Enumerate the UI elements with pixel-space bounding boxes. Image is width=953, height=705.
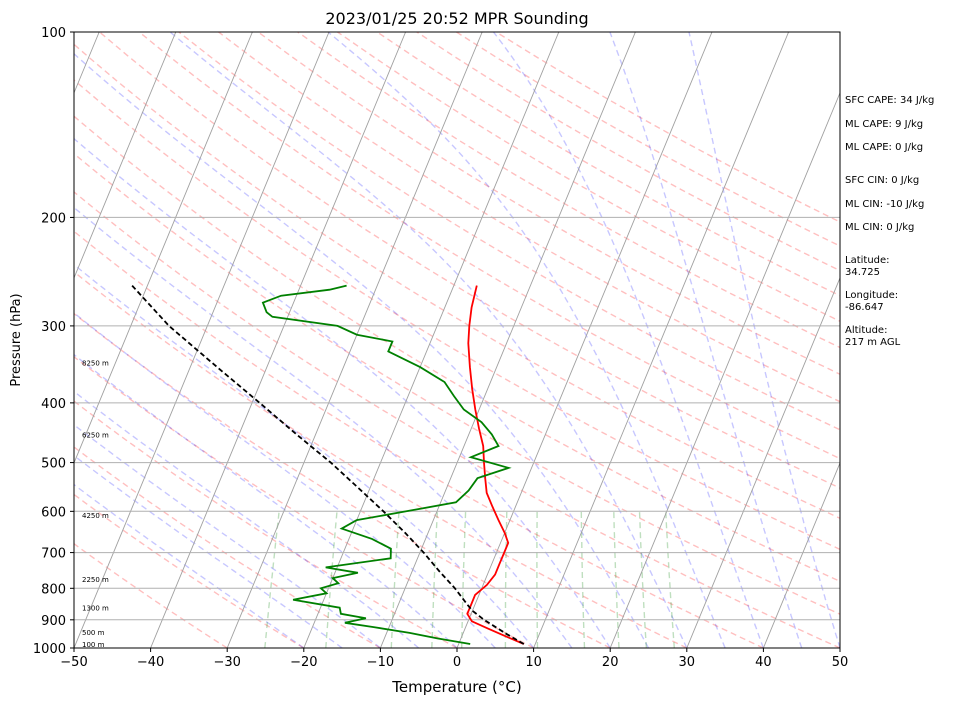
isotherm-line	[150, 32, 407, 648]
x-tick-label: 30	[679, 655, 696, 670]
plot-area	[74, 32, 840, 648]
x-tick-label: −40	[137, 655, 164, 670]
isotherm-line	[74, 32, 253, 465]
annotation-text: ML CAPE: 0 J/kg	[845, 142, 923, 153]
y-tick-label: 800	[41, 582, 66, 597]
moist-adiabat-line	[74, 263, 535, 648]
y-tick-label: 200	[41, 211, 66, 226]
annotation-text: SFC CAPE: 34 J/kg	[845, 95, 934, 106]
x-tick-label: −20	[290, 655, 317, 670]
height-label: 1300 m	[82, 605, 109, 613]
moist-adiabat-line	[74, 137, 611, 648]
dry-adiabat-line	[74, 446, 381, 648]
moist-adiabat-line	[74, 353, 458, 648]
annotation-text: 34.725	[845, 267, 880, 278]
dry-adiabat-line	[74, 79, 840, 551]
y-tick-label: 100	[41, 26, 66, 41]
x-tick-label: 50	[832, 655, 849, 670]
moist-adiabat-line	[492, 32, 765, 648]
x-tick-label: 40	[755, 655, 772, 670]
annotation-text: 217 m AGL	[845, 337, 901, 348]
x-tick-label: −50	[60, 655, 87, 670]
annotation-text: ML CAPE: 9 J/kg	[845, 119, 923, 130]
y-tick-label: 900	[41, 614, 66, 629]
dry-adiabat-line	[74, 270, 688, 648]
isotherm-line	[456, 32, 713, 648]
y-tick-label: 700	[41, 547, 66, 562]
moist-adiabat-line	[74, 483, 305, 648]
y-tick-label: 600	[41, 505, 66, 520]
annotation-text: -86.647	[845, 302, 884, 313]
y-tick-label: 300	[41, 320, 66, 335]
moist-adiabat-line	[74, 312, 496, 648]
y-tick-label: 400	[41, 397, 66, 412]
isotherm-line	[379, 32, 636, 648]
height-label: 4250 m	[82, 512, 109, 520]
height-label: 2250 m	[82, 576, 109, 584]
chart-title: 2023/01/25 20:52 MPR Sounding	[325, 9, 588, 28]
y-tick-label: 1000	[33, 642, 66, 657]
dry-adiabat-line	[74, 355, 534, 648]
moist-adiabat-line	[327, 32, 726, 648]
dry-adiabat-line	[337, 32, 840, 323]
annotations-panel: SFC CAPE: 34 J/kg ML CAPE: 9 J/kg ML CAPE:…	[845, 95, 934, 348]
height-label: 6250 m	[82, 432, 109, 440]
x-axis-label: Temperature (°C)	[391, 678, 521, 696]
moist-adiabat-line	[74, 454, 343, 648]
y-tick-label: 500	[41, 457, 66, 472]
annotation-text: Altitude:	[845, 325, 887, 336]
dry-adiabat-line	[74, 493, 305, 648]
y-axis-label: Pressure (hPa)	[9, 293, 24, 386]
moist-adiabat-line	[74, 206, 573, 648]
annotation-text: ML CIN: -10 J/kg	[845, 199, 924, 210]
dry-adiabat-line	[297, 32, 840, 349]
dry-adiabat-line	[74, 230, 764, 648]
isotherm-line	[303, 32, 560, 648]
dry-adiabat-line	[74, 191, 840, 648]
dewpoint-line	[261, 284, 512, 645]
x-tick-label: −10	[367, 655, 394, 670]
annotation-text: SFC CIN: 0 J/kg	[845, 175, 919, 186]
x-tick-label: 10	[525, 655, 542, 670]
dry-adiabat-line	[74, 43, 840, 520]
dry-adiabat-line	[218, 32, 840, 403]
isotherm-line	[533, 32, 790, 648]
axes: −50 −40 −30 −20 −10 0 10 20 30 40 50 1000 900 800 700 6…	[33, 26, 848, 670]
dry-adiabat-line	[74, 115, 840, 583]
isotherm-line	[762, 461, 840, 648]
isotherm-line	[74, 32, 330, 648]
height-label: 100 m	[82, 641, 105, 649]
parcel-line	[131, 284, 525, 645]
x-tick-label: 20	[602, 655, 619, 670]
isotherm-line	[686, 276, 840, 648]
x-tick-label: −30	[213, 655, 240, 670]
moist-adiabat-line	[688, 32, 840, 648]
isotherm-line	[609, 91, 840, 648]
isotherm-line	[226, 32, 483, 648]
isotherm-line	[74, 32, 177, 280]
dry-adiabat-line	[178, 32, 840, 431]
x-tick-label: 0	[453, 655, 461, 670]
annotation-text: Longitude:	[845, 290, 898, 301]
annotation-text: ML CIN: 0 J/kg	[845, 222, 914, 233]
height-label: 500 m	[82, 629, 105, 637]
moist-adiabat-line	[609, 32, 803, 648]
annotation-text: Latitude:	[845, 255, 890, 266]
height-label: 8250 m	[82, 359, 109, 367]
dry-adiabat-line	[74, 152, 840, 615]
temperature-line	[466, 285, 525, 645]
dry-adiabat-line	[74, 312, 611, 648]
